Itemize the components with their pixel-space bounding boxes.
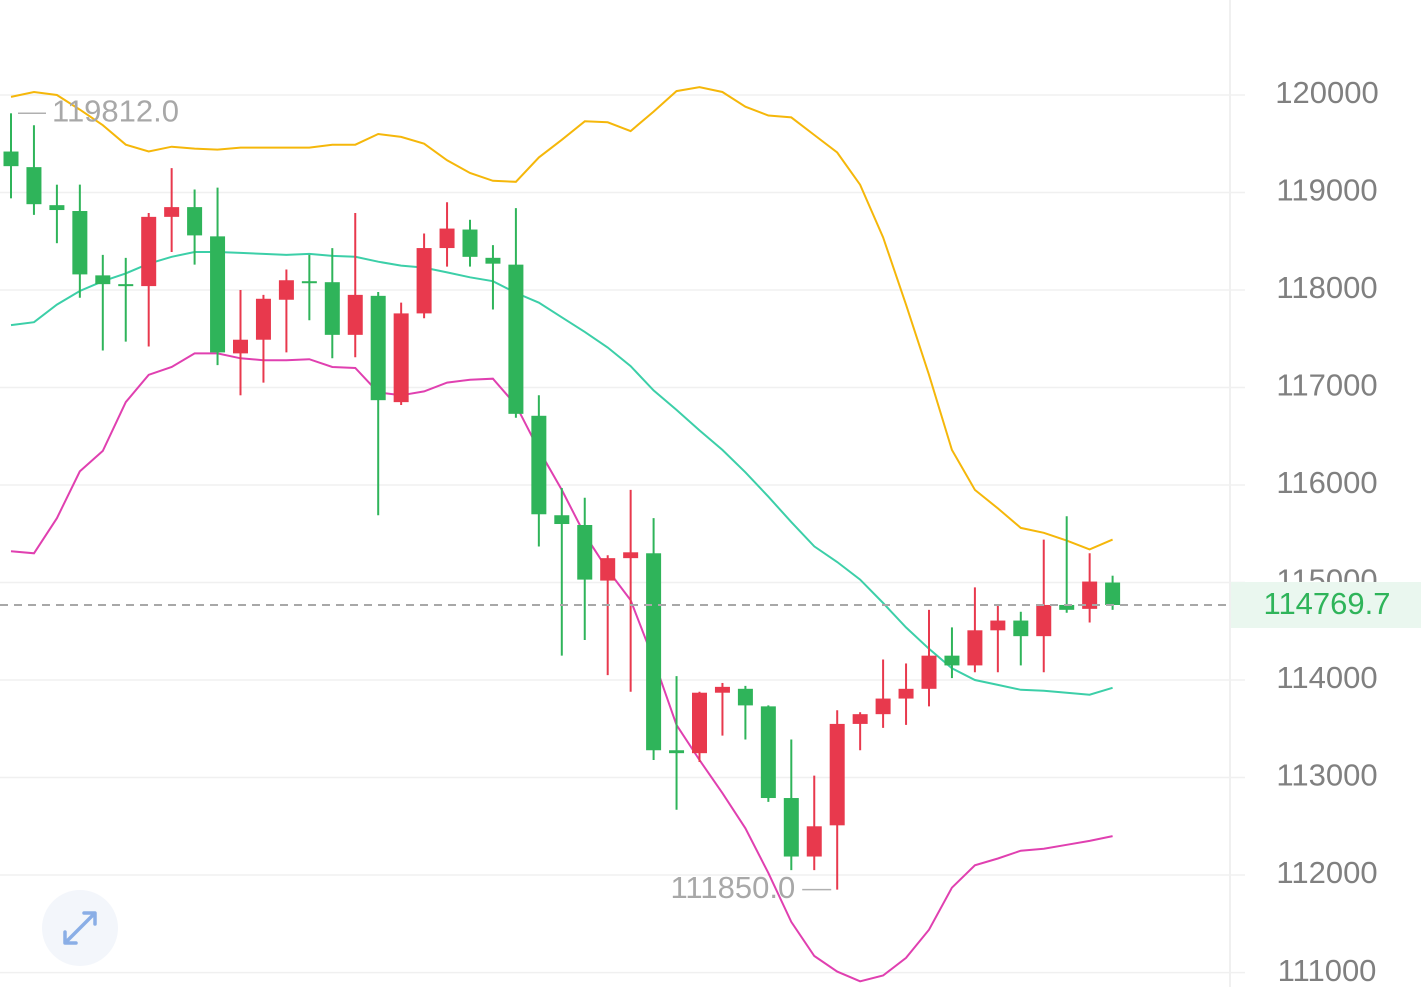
y-tick-label: 112000 xyxy=(1276,855,1377,890)
candle-body xyxy=(944,655,960,666)
candle-body xyxy=(783,798,799,857)
candle-body xyxy=(508,264,524,414)
candle-body xyxy=(278,280,294,300)
candle-body xyxy=(164,207,180,217)
annotation-label: 111850.0 xyxy=(670,870,795,905)
candle-body xyxy=(26,167,42,205)
candle-body xyxy=(623,552,639,559)
candle-body xyxy=(577,524,593,580)
y-tick-label: 116000 xyxy=(1276,465,1377,500)
candle-body xyxy=(439,228,455,249)
y-tick-label: 113000 xyxy=(1276,758,1377,793)
candle-body xyxy=(233,339,248,354)
candle-body xyxy=(393,313,409,403)
candle-body xyxy=(737,688,753,706)
candle-body xyxy=(760,706,776,799)
y-tick-label: 117000 xyxy=(1276,368,1377,403)
last-price-label: 114769.7 xyxy=(1264,586,1391,621)
candle-body xyxy=(118,284,134,287)
candle-body xyxy=(416,248,432,314)
candle-body xyxy=(531,415,547,515)
candle-body xyxy=(600,558,616,581)
candle-body xyxy=(898,688,914,699)
candle-body xyxy=(462,229,478,257)
candle-body xyxy=(714,686,730,693)
candle-body xyxy=(95,275,111,285)
candle-body xyxy=(1013,620,1029,637)
last-price-box xyxy=(1231,581,1421,628)
candle-body xyxy=(921,655,937,689)
y-tick-label: 114000 xyxy=(1276,660,1377,695)
candle-body xyxy=(875,698,891,715)
expand-button[interactable] xyxy=(42,890,118,966)
candle-body xyxy=(1082,581,1098,609)
y-tick-label: 118000 xyxy=(1276,270,1377,305)
candle-body xyxy=(72,211,88,275)
candle-body xyxy=(1105,582,1121,605)
candle-body xyxy=(692,692,707,754)
candle-body xyxy=(141,216,157,287)
candle-body xyxy=(852,714,868,724)
y-tick-label: 119000 xyxy=(1276,173,1377,208)
candle-body xyxy=(210,236,226,353)
candle-body xyxy=(3,151,19,167)
candle-body xyxy=(49,205,65,211)
y-tick-label: 111000 xyxy=(1278,953,1377,987)
band-line xyxy=(10,86,1113,551)
candle-body xyxy=(669,750,685,754)
candle-body xyxy=(990,620,1006,631)
candle-body xyxy=(554,515,570,525)
candle-body xyxy=(301,281,317,284)
candle-body xyxy=(646,553,662,751)
candle-body xyxy=(806,826,822,857)
candle-body xyxy=(370,295,386,401)
candle-body xyxy=(187,207,203,236)
candle-body xyxy=(829,723,845,826)
y-tick-label: 120000 xyxy=(1275,75,1378,110)
grid: 1110001120001130001140001150001160001170… xyxy=(0,75,1379,987)
candle-body xyxy=(1059,604,1075,610)
annotation-label: 119812.0 xyxy=(52,93,179,128)
candle-body xyxy=(324,282,340,335)
candle-body xyxy=(485,257,501,264)
candle-body xyxy=(255,298,271,340)
candle-body xyxy=(1036,604,1052,637)
candle-body xyxy=(967,630,983,666)
candles xyxy=(3,113,1121,890)
overlay: 119812.0 111850.0 114769.7 xyxy=(0,93,1421,905)
candle-body xyxy=(347,294,363,335)
